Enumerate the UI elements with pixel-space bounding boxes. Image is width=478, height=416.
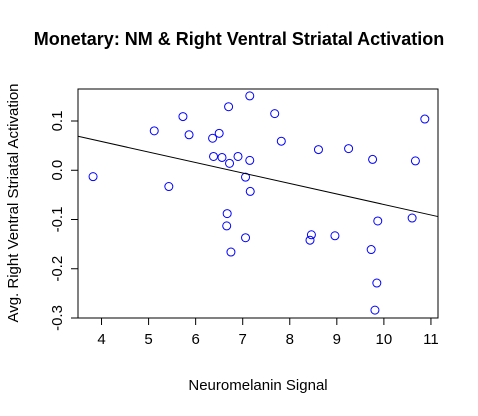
data-point — [306, 230, 316, 240]
data-point — [368, 154, 378, 164]
chart-title: Monetary: NM & Right Ventral Striatal Ac… — [33, 29, 445, 49]
y-tick-label: -0.3 — [49, 305, 66, 331]
data-point — [330, 231, 340, 241]
data-point — [241, 233, 251, 243]
data-point — [184, 130, 194, 140]
x-tick-label: 4 — [97, 331, 105, 348]
x-tick-label: 10 — [376, 331, 393, 348]
data-point — [225, 158, 235, 168]
data-point — [224, 102, 234, 112]
data-point — [373, 216, 383, 226]
data-point — [88, 172, 98, 182]
data-point — [344, 144, 354, 154]
data-point — [178, 112, 188, 122]
x-tick-label: 9 — [333, 331, 341, 348]
regression-line — [77, 135, 439, 218]
data-point — [164, 182, 174, 192]
data-point — [208, 133, 218, 143]
x-tick-label: 8 — [286, 331, 294, 348]
data-point — [233, 151, 243, 161]
points-layer — [88, 91, 430, 315]
data-point — [313, 145, 323, 155]
y-tick-label: -0.1 — [49, 207, 66, 233]
data-point — [366, 245, 376, 255]
data-point — [209, 151, 219, 161]
x-axis: 4 5 6 7 8 9 10 11 — [97, 318, 439, 348]
x-tick-label: 6 — [191, 331, 199, 348]
data-point — [217, 152, 227, 162]
x-tick-label: 5 — [144, 331, 152, 348]
x-axis-label: Neuromelanin Signal — [188, 377, 327, 394]
data-point — [410, 156, 420, 166]
data-point — [372, 278, 382, 288]
data-point — [222, 209, 232, 219]
data-point — [245, 91, 255, 101]
data-point — [245, 186, 255, 196]
data-point — [305, 235, 315, 245]
x-tick-label: 7 — [239, 331, 247, 348]
y-tick-label: -0.2 — [49, 256, 66, 282]
y-axis: -0.3 -0.2 -0.1 0.0 0.1 — [49, 111, 78, 331]
data-point — [270, 109, 280, 119]
data-point — [245, 155, 255, 165]
data-point — [222, 221, 232, 231]
data-point — [407, 213, 417, 223]
data-point — [149, 126, 159, 136]
plot-frame — [77, 88, 439, 319]
data-point — [370, 305, 380, 315]
y-axis-label: Avg. Right Ventral Striatal Activation — [5, 83, 22, 322]
data-point — [420, 114, 430, 124]
data-point — [276, 136, 286, 146]
data-point — [214, 128, 224, 138]
data-point — [226, 247, 236, 257]
y-tick-label: 0.0 — [49, 160, 66, 181]
regression-line-layer — [77, 135, 439, 218]
x-tick-label: 11 — [423, 331, 439, 348]
y-tick-label: 0.1 — [49, 111, 66, 132]
